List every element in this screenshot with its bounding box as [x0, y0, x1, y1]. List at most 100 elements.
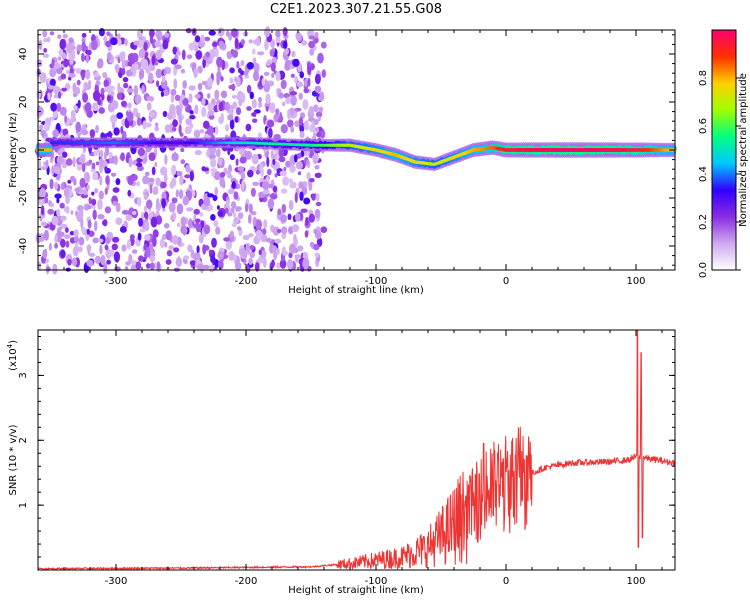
spectrogram-noise-cell [288, 252, 293, 259]
spectrogram-noise-cell [88, 197, 92, 205]
spectrogram-noise-cell [105, 132, 113, 137]
spectrogram-noise-cell [172, 119, 179, 128]
spectrogram-noise-cell [136, 162, 143, 168]
spectrogram-noise-cell [76, 44, 83, 52]
spectrogram-noise-cell [97, 199, 103, 210]
spectrogram-noise-cell [40, 221, 48, 227]
spectrogram-noise-cell [109, 85, 115, 91]
spectrogram-noise-cell [164, 241, 168, 248]
spectrogram-noise-cell [98, 107, 105, 114]
y-tick-label: -20 [18, 190, 29, 206]
spectrogram-noise-cell [152, 236, 157, 248]
spectrogram-noise-cell [127, 53, 135, 63]
spectrogram-noise-cell [67, 258, 72, 266]
spectrogram-noise-cell [145, 246, 151, 258]
spectrogram-noise-cell [299, 191, 304, 201]
spectrogram-noise-cell [149, 112, 156, 118]
snr-y-label: SNR (10 * v/v) [8, 424, 19, 495]
spectrogram-noise-cell [294, 192, 298, 203]
spectrogram-noise-cell [57, 34, 62, 39]
spectrogram-noise-cell [289, 107, 295, 115]
spectrogram-noise-cell [72, 156, 76, 168]
spectrogram-noise-cell [94, 71, 99, 78]
spectrogram-noise-cell [207, 110, 215, 116]
spectrogram-noise-cell [72, 246, 79, 257]
spectrogram-noise-cell [178, 189, 184, 200]
spectrogram-noise-cell [160, 168, 166, 174]
spectrogram-noise-cell [105, 248, 112, 259]
spectrogram-noise-cell [302, 99, 309, 110]
spectrogram-noise-cell [205, 51, 210, 58]
spectrogram-noise-cell [130, 66, 135, 73]
spectrogram-noise-cell [290, 95, 297, 106]
spectrogram-noise-cell [243, 70, 249, 76]
spectrogram-noise-cell [115, 178, 121, 186]
spectrogram-noise-cell [36, 89, 41, 100]
spectrogram-noise-cell [224, 101, 231, 111]
spectrogram-noise-cell [106, 31, 111, 37]
spectrogram-noise-cell [300, 208, 308, 213]
spectrogram-noise-cell [48, 242, 52, 251]
spectrogram-noise-cell [231, 49, 239, 58]
spectrogram-noise-cell [146, 102, 152, 111]
spectrogram-noise-cell [281, 226, 288, 235]
spectrogram-noise-cell [252, 118, 258, 123]
spectrogram-noise-cell [251, 99, 257, 109]
spectrogram-noise-cell [279, 112, 283, 121]
spectrogram-noise-cell [318, 106, 324, 113]
spectrogram-noise-cell [132, 210, 137, 215]
spectrogram-noise-cell [124, 38, 128, 47]
spectrogram-noise-cell [294, 212, 301, 222]
spectrogram-noise-cell [110, 90, 115, 96]
spectrogram-noise-cell [308, 213, 315, 223]
spectrogram-noise-cell [119, 52, 126, 63]
spectrogram-noise-cell [279, 170, 287, 177]
spectrogram-noise-cell [163, 68, 167, 76]
spectrogram-noise-cell [164, 31, 170, 38]
spectrogram-noise-cell [76, 79, 81, 86]
spectrogram-noise-cell [280, 214, 287, 224]
spectrogram-noise-cell [66, 42, 73, 54]
spectrogram-noise-cell [290, 73, 295, 79]
spectrogram-noise-cell [74, 187, 81, 193]
y-tick-label: 0 [18, 147, 29, 153]
spectrogram-noise-cell [227, 212, 233, 217]
spectrogram-noise-cell [229, 230, 234, 237]
spectrogram-noise-cell [173, 66, 177, 76]
spectrogram-noise-cell [105, 237, 111, 245]
spectrogram-noise-cell [160, 91, 164, 97]
spectrogram-noise-cell [73, 235, 79, 244]
spectrogram-noise-cell [79, 177, 86, 188]
x-tick-label: 100 [626, 276, 645, 287]
spectrogram-noise-cell [194, 104, 199, 115]
spectrogram-noise-cell [232, 101, 238, 110]
spectrogram-noise-cell [119, 226, 127, 233]
spectrogram-noise-cell [102, 72, 108, 78]
spectrogram-noise-cell [195, 50, 203, 60]
spectrogram-noise-cell [136, 117, 142, 126]
spectrogram-noise-cell [265, 237, 272, 243]
spectrogram-noise-cell [210, 49, 216, 59]
spectrogram-noise-cell [292, 58, 300, 67]
spectrogram-noise-cell [269, 49, 275, 57]
spectrogram-noise-cell [303, 78, 308, 87]
spectrogram-noise-cell [176, 106, 182, 117]
spectrogram-noise-cell [208, 249, 213, 255]
spectrogram-noise-cell [281, 246, 286, 256]
spectrogram-noise-cell [60, 238, 66, 248]
spectrogram-noise-cell [212, 41, 218, 47]
spectrogram-noise-cell [174, 64, 182, 70]
spectrogram-noise-cell [40, 166, 48, 171]
spectrogram-noise-cell [180, 159, 186, 165]
spectrogram-noise-cell [289, 164, 296, 173]
spectrogram-noise-cell [81, 52, 85, 63]
spectrogram-noise-cell [194, 35, 201, 43]
spectrogram-noise-cell [142, 175, 150, 185]
spectrogram-noise-cell [213, 220, 219, 227]
spectrogram-noise-cell [114, 266, 121, 272]
spectrogram-noise-cell [202, 58, 206, 69]
spectrogram-noise-cell [162, 39, 169, 50]
spectrogram-noise-cell [110, 114, 118, 124]
spectrogram-noise-cell [223, 237, 231, 242]
spectrogram-noise-cell [139, 228, 146, 233]
